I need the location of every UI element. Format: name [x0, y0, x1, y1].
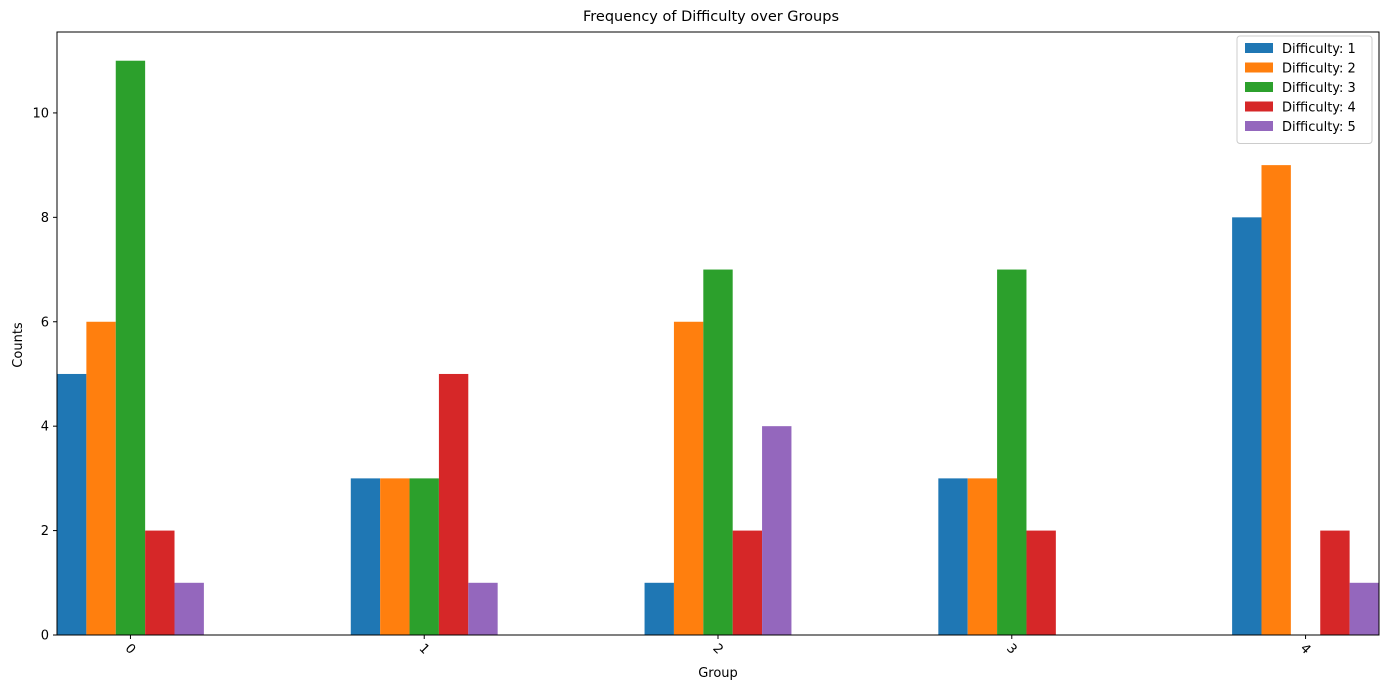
bar-group-1-series-1 [350, 478, 381, 635]
chart-title: Frequency of Difficulty over Groups [583, 9, 839, 25]
bar-group-3-series-3 [997, 269, 1027, 635]
bar-group-0-series-2 [86, 321, 116, 635]
legend-label: Difficulty: 4 [1282, 101, 1356, 116]
bars-layer [57, 60, 1379, 636]
legend-label: Difficulty: 2 [1282, 62, 1356, 77]
y-tick-label: 2 [41, 524, 49, 539]
y-tick-label: 6 [41, 315, 49, 330]
bar-group-4-series-4 [1320, 530, 1350, 635]
bar-group-0-series-3 [115, 60, 146, 635]
bar-group-4-series-2 [1261, 165, 1291, 635]
x-tick-label: 4 [1297, 641, 1313, 657]
bar-group-0-series-4 [145, 530, 175, 635]
bar-group-2-series-5 [762, 426, 792, 635]
x-tick-label: 1 [416, 641, 432, 657]
bar-group-2-series-2 [673, 321, 704, 635]
y-tick-label: 10 [32, 106, 49, 121]
bar-group-2-series-3 [703, 269, 733, 635]
bar-group-4-series-1 [1232, 217, 1262, 636]
legend: Difficulty: 1 Difficulty: 2 Difficulty: 3 D… [1236, 35, 1373, 144]
legend-label: Difficulty: 1 [1282, 42, 1356, 57]
y-tick-label: 0 [41, 629, 49, 644]
legend-swatch [1245, 43, 1273, 53]
y-tick-label: 4 [41, 420, 49, 435]
x-tick-label: 3 [1003, 641, 1019, 657]
bar-group-2-series-1 [644, 582, 674, 635]
bar-group-3-series-1 [938, 478, 968, 635]
bar-group-3-series-4 [1026, 530, 1056, 635]
legend-swatch [1245, 121, 1273, 131]
x-tick-label: 2 [709, 641, 725, 657]
x-tick-label: 0 [122, 641, 138, 657]
bar-group-1-series-3 [409, 478, 439, 635]
bar-group-0-series-1 [57, 373, 87, 635]
legend-label: Difficulty: 5 [1282, 120, 1356, 135]
bar-group-3-series-2 [967, 478, 998, 635]
legend-label: Difficulty: 3 [1282, 81, 1356, 96]
legend-swatch [1245, 101, 1273, 112]
bar-group-0-series-5 [174, 582, 204, 635]
bar-group-2-series-4 [732, 530, 763, 635]
legend-swatch [1245, 62, 1273, 73]
bar-group-1-series-2 [380, 478, 410, 635]
y-axis-title: Counts [11, 322, 26, 368]
x-axis-title: Group [698, 666, 738, 681]
bar-group-4-series-5 [1349, 582, 1379, 635]
bar-group-1-series-4 [438, 373, 469, 635]
legend-swatch [1245, 82, 1273, 92]
bar-group-1-series-5 [468, 582, 498, 635]
y-tick-label: 8 [41, 211, 49, 226]
